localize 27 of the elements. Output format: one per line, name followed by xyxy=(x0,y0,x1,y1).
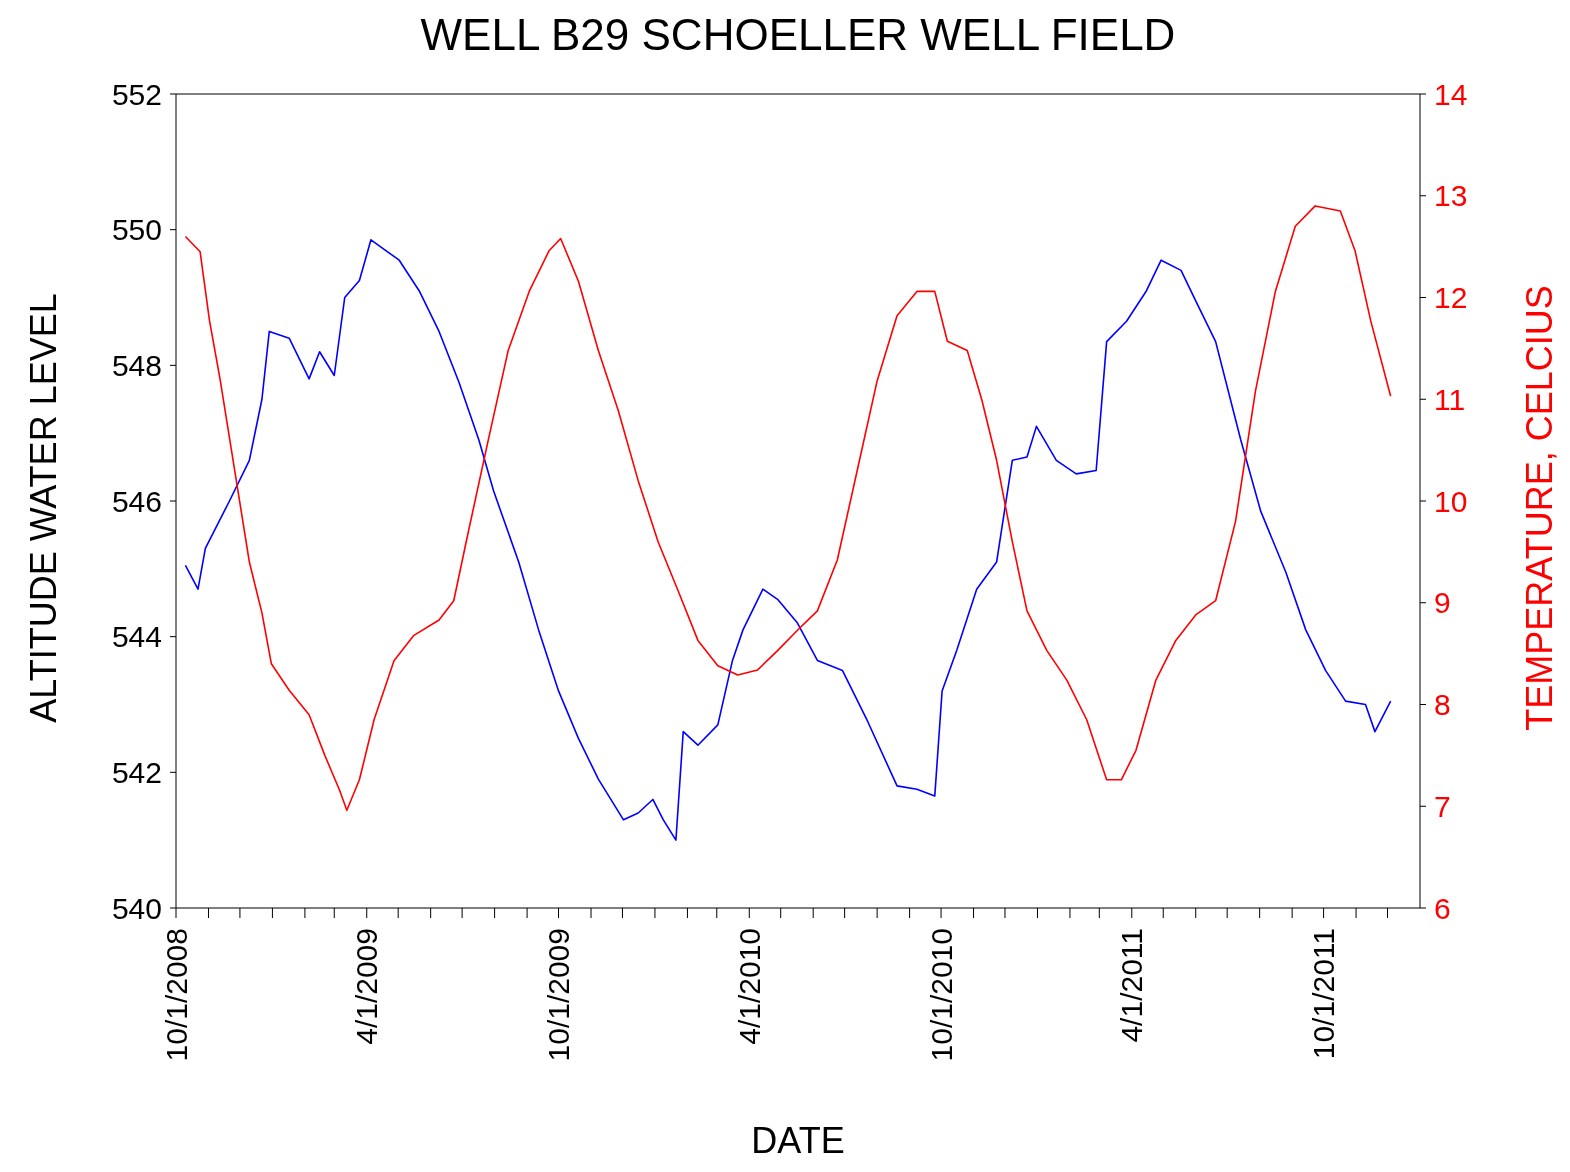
y-axis-title: ALTITUDE WATER LEVEL xyxy=(23,293,65,723)
y-tick-label: 548 xyxy=(111,348,162,382)
x-tick-label: 4/1/2011 xyxy=(1115,928,1149,1043)
y2-tick-label: 12 xyxy=(1434,281,1468,315)
y2-tick-label: 10 xyxy=(1434,484,1468,518)
x-tick-label: 10/1/2011 xyxy=(1307,928,1341,1060)
y-tick-label: 540 xyxy=(111,891,162,925)
x-tick-label: 10/1/2008 xyxy=(159,928,193,1062)
x-tick-label: 10/1/2009 xyxy=(542,928,576,1062)
y-tick-label: 546 xyxy=(111,484,162,518)
x-axis-title: DATE xyxy=(750,1120,846,1162)
y2-tick-label: 13 xyxy=(1434,179,1468,213)
y2-axis-title: TEMPERATURE, CELCIUS xyxy=(1519,285,1561,731)
y2-tick-label: 8 xyxy=(1434,688,1451,722)
y-tick-label: 542 xyxy=(111,755,162,789)
y-tick-label: 550 xyxy=(111,213,162,247)
y2-tick-label: 6 xyxy=(1434,891,1451,925)
y-tick-label: 544 xyxy=(111,620,162,654)
y2-tick-label: 11 xyxy=(1434,382,1466,416)
x-tick-label: 4/1/2009 xyxy=(350,928,384,1045)
y2-tick-label: 9 xyxy=(1434,586,1451,620)
y-tick-label: 552 xyxy=(111,77,162,111)
x-tick-label: 10/1/2010 xyxy=(924,928,958,1062)
y2-tick-label: 7 xyxy=(1434,789,1451,823)
chart-title: WELL B29 SCHOELLER WELL FIELD xyxy=(419,10,1177,60)
y2-tick-label: 14 xyxy=(1434,77,1468,111)
x-tick-label: 4/1/2010 xyxy=(732,928,766,1045)
